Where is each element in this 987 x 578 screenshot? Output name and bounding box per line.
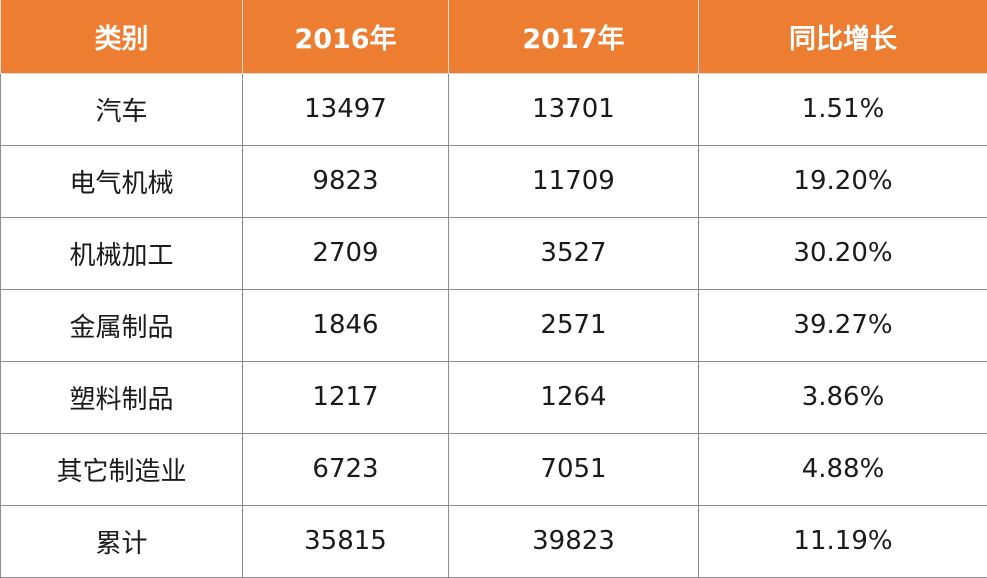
category-cell: 金属制品: [1, 289, 243, 361]
category-cell: 机械加工: [1, 217, 243, 289]
category-cell: 塑料制品: [1, 361, 243, 433]
growth-cell: 3.86%: [699, 361, 987, 433]
value-2016-cell: 35815: [243, 505, 449, 577]
category-cell: 电气机械: [1, 145, 243, 217]
growth-cell: 1.51%: [699, 73, 987, 145]
header-yoy-growth: 同比增长: [699, 0, 987, 73]
category-cell: 汽车: [1, 73, 243, 145]
value-2016-cell: 13497: [243, 73, 449, 145]
header-category: 类别: [1, 0, 243, 73]
table-row: 金属制品 1846 2571 39.27%: [1, 289, 987, 361]
table-row: 其它制造业 6723 7051 4.88%: [1, 433, 987, 505]
table-row: 机械加工 2709 3527 30.20%: [1, 217, 987, 289]
value-2017-cell: 39823: [449, 505, 699, 577]
value-2017-cell: 1264: [449, 361, 699, 433]
value-2017-cell: 13701: [449, 73, 699, 145]
value-2016-cell: 2709: [243, 217, 449, 289]
table-row: 汽车 13497 13701 1.51%: [1, 73, 987, 145]
growth-cell: 30.20%: [699, 217, 987, 289]
growth-cell: 4.88%: [699, 433, 987, 505]
category-cell: 累计: [1, 505, 243, 577]
value-2017-cell: 3527: [449, 217, 699, 289]
header-2017: 2017年: [449, 0, 699, 73]
header-2016: 2016年: [243, 0, 449, 73]
table-row: 塑料制品 1217 1264 3.86%: [1, 361, 987, 433]
table-header-row: 类别 2016年 2017年 同比增长: [1, 0, 987, 73]
table-total-row: 累计 35815 39823 11.19%: [1, 505, 987, 577]
growth-cell: 19.20%: [699, 145, 987, 217]
growth-cell: 39.27%: [699, 289, 987, 361]
value-2017-cell: 11709: [449, 145, 699, 217]
value-2016-cell: 6723: [243, 433, 449, 505]
category-cell: 其它制造业: [1, 433, 243, 505]
value-2017-cell: 2571: [449, 289, 699, 361]
table-row: 电气机械 9823 11709 19.20%: [1, 145, 987, 217]
value-2016-cell: 9823: [243, 145, 449, 217]
value-2017-cell: 7051: [449, 433, 699, 505]
value-2016-cell: 1217: [243, 361, 449, 433]
value-2016-cell: 1846: [243, 289, 449, 361]
growth-cell: 11.19%: [699, 505, 987, 577]
